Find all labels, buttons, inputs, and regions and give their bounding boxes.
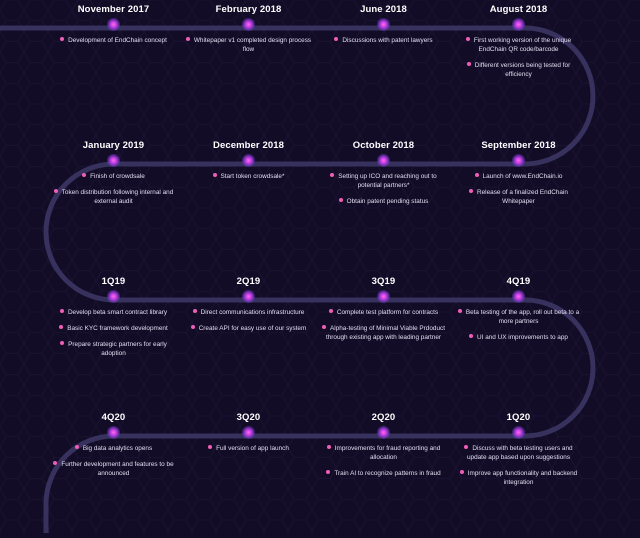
milestone-date: October 2018 [352,140,415,151]
timeline-node [512,426,525,439]
milestone-date: August 2018 [489,4,548,15]
timeline-node [242,18,255,31]
milestone-date: 2Q19 [236,276,261,287]
milestone-item: Finish of crowdsale [49,172,178,181]
roadmap-row-2017-2018: November 2017 Development of EndChain co… [46,0,586,130]
milestone-item: Setting up ICO and reaching out to poten… [319,172,448,190]
milestone-august-2018: August 2018 First working version of the… [451,0,586,78]
milestone-date: February 2018 [215,4,282,15]
timeline-node [377,154,390,167]
milestone-item: Token distribution following internal an… [49,188,178,206]
milestone-3q19: 3Q19 Complete test platform for contract… [316,272,451,341]
milestone-date: 1Q20 [506,412,531,423]
milestone-item: Full version of app launch [184,444,313,453]
milestone-date: January 2019 [82,140,145,151]
roadmap-row-2020-quarters: 4Q20 Big data analytics opens Further de… [46,408,586,538]
timeline-node [107,154,120,167]
milestone-4q20: 4Q20 Big data analytics opens Further de… [46,408,181,477]
milestone-january-2019: January 2019 Finish of crowdsale Token d… [46,136,181,205]
milestone-item: Direct communications infrastructure [184,308,313,317]
milestone-item: Train AI to recognize patterns in fraud [319,469,448,478]
milestone-item: Discuss with beta testing users and upda… [454,444,583,462]
milestone-1q20: 1Q20 Discuss with beta testing users and… [451,408,586,486]
milestone-item: Big data analytics opens [49,444,178,453]
milestone-3q20: 3Q20 Full version of app launch [181,408,316,452]
milestone-item: Beta testing of the app, roll out beta t… [454,308,583,326]
timeline-node [377,290,390,303]
milestone-date: 4Q20 [101,412,126,423]
milestone-item: Further development and features to be a… [49,460,178,478]
milestone-date: September 2018 [481,140,556,151]
milestone-item: Obtain patent pending status [319,197,448,206]
timeline-node [107,18,120,31]
milestone-item: Develop beta smart contract library [49,308,178,317]
milestone-date: 4Q19 [506,276,531,287]
milestone-item: Prepare strategic partners for early ado… [49,340,178,358]
milestone-item: Whitepaper v1 completed design process f… [184,36,313,54]
milestone-october-2018: October 2018 Setting up ICO and reaching… [316,136,451,205]
timeline-node [242,154,255,167]
milestone-item: Discussions with patent lawyers [319,36,448,45]
timeline-node [512,154,525,167]
milestone-date: 1Q19 [101,276,126,287]
milestone-item: First working version of the unique EndC… [454,36,583,54]
milestone-february-2018: February 2018 Whitepaper v1 completed de… [181,0,316,53]
milestone-item: Alpha-testing of Minimal Viable Prdoduct… [319,324,448,342]
milestone-item: Start token crowdsale* [184,172,313,181]
roadmap-row-2018-2019: January 2019 Finish of crowdsale Token d… [46,136,586,266]
milestone-date: December 2018 [212,140,284,151]
milestone-december-2018: December 2018 Start token crowdsale* [181,136,316,180]
milestone-date: 3Q20 [236,412,261,423]
milestone-2q20: 2Q20 Improvements for fraud reporting an… [316,408,451,477]
roadmap-row-2019-quarters: 1Q19 Develop beta smart contract library… [46,272,586,402]
milestone-date: November 2017 [77,4,150,15]
milestone-item: Create API for easy use of our system [184,324,313,333]
milestone-september-2018: September 2018 Launch of www.EndChain.io… [451,136,586,205]
milestone-date: 2Q20 [371,412,396,423]
milestone-date: 3Q19 [371,276,396,287]
milestone-june-2018: June 2018 Discussions with patent lawyer… [316,0,451,44]
timeline-node [107,290,120,303]
milestone-item: Different versions being tested for effi… [454,61,583,79]
milestone-item: Launch of www.EndChain.io [454,172,583,181]
milestone-november-2017: November 2017 Development of EndChain co… [46,0,181,44]
milestone-item: UI and UX improvements to app [454,333,583,342]
milestone-item: Improve app functionality and backend in… [454,469,583,487]
milestone-item: Improvements for fraud reporting and all… [319,444,448,462]
milestone-2q19: 2Q19 Direct communications infrastructur… [181,272,316,332]
milestone-date: June 2018 [360,4,407,15]
timeline-node [377,18,390,31]
timeline-path [0,25,596,533]
milestone-4q19: 4Q19 Beta testing of the app, roll out b… [451,272,586,341]
timeline-node [377,426,390,439]
timeline-node [107,426,120,439]
milestone-item: Release of a finalized EndChain Whitepap… [454,188,583,206]
timeline-node [512,290,525,303]
milestone-1q19: 1Q19 Develop beta smart contract library… [46,272,181,357]
milestone-item: Development of EndChain concept [49,36,178,45]
timeline-node [242,290,255,303]
milestone-item: Complete test platform for contracts [319,308,448,317]
timeline-node [242,426,255,439]
timeline-node [512,18,525,31]
milestone-item: Basic KYC framework development [49,324,178,333]
